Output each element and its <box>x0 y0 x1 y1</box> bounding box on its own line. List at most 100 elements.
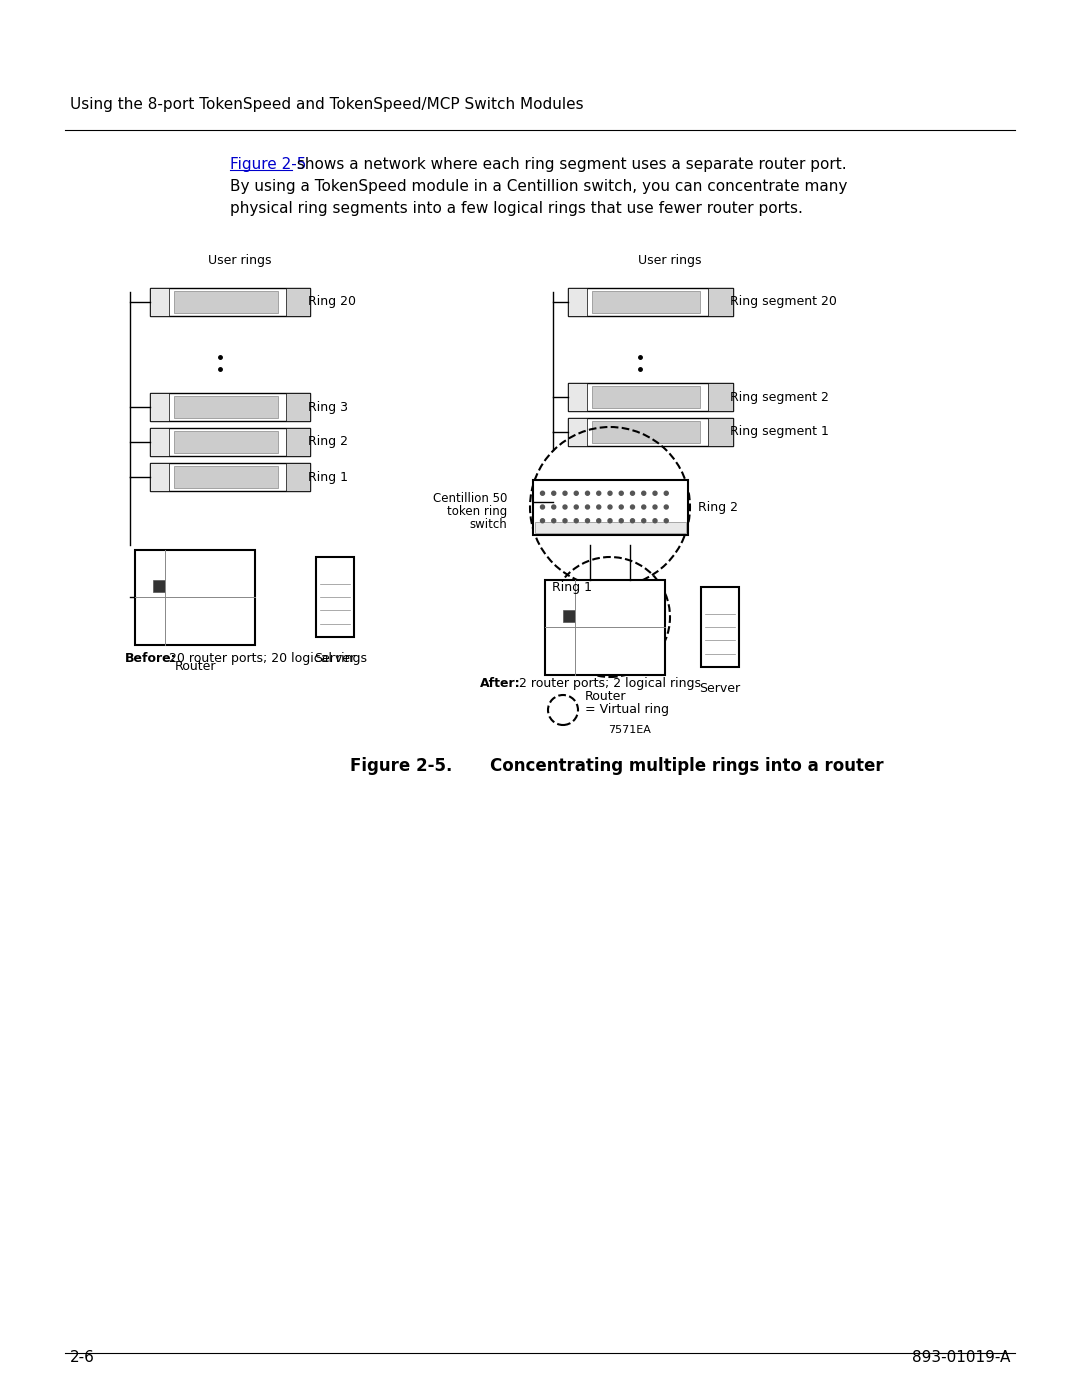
Circle shape <box>619 492 623 496</box>
Circle shape <box>585 504 590 509</box>
FancyBboxPatch shape <box>150 393 310 420</box>
Circle shape <box>664 492 669 496</box>
Circle shape <box>664 518 669 522</box>
Text: 20 router ports; 20 logical rings: 20 router ports; 20 logical rings <box>165 652 367 665</box>
Text: Server: Server <box>700 682 741 694</box>
FancyBboxPatch shape <box>135 549 255 644</box>
Circle shape <box>619 518 623 522</box>
FancyBboxPatch shape <box>153 580 165 592</box>
Circle shape <box>540 518 544 522</box>
FancyBboxPatch shape <box>286 462 310 490</box>
Text: Figure 2-5.: Figure 2-5. <box>350 757 453 775</box>
Text: User rings: User rings <box>638 254 702 267</box>
Text: 2 router ports; 2 logical rings: 2 router ports; 2 logical rings <box>515 678 701 690</box>
Text: Router: Router <box>174 659 216 672</box>
Text: switch: switch <box>470 518 508 531</box>
FancyBboxPatch shape <box>563 610 575 622</box>
Text: Ring 2: Ring 2 <box>698 500 738 514</box>
Text: 2-6: 2-6 <box>70 1350 95 1365</box>
Circle shape <box>653 504 657 509</box>
Circle shape <box>597 492 600 496</box>
Circle shape <box>597 518 600 522</box>
FancyBboxPatch shape <box>174 291 278 313</box>
Text: Server: Server <box>314 652 355 665</box>
Circle shape <box>585 518 590 522</box>
Text: Ring 3: Ring 3 <box>308 401 348 414</box>
Text: 7571EA: 7571EA <box>608 725 651 735</box>
Text: Ring 2: Ring 2 <box>308 436 348 448</box>
Text: = Virtual ring: = Virtual ring <box>585 704 669 717</box>
FancyBboxPatch shape <box>150 393 170 420</box>
Text: Using the 8-port TokenSpeed and TokenSpeed/MCP Switch Modules: Using the 8-port TokenSpeed and TokenSpe… <box>70 96 583 112</box>
FancyBboxPatch shape <box>567 288 588 316</box>
Text: Concentrating multiple rings into a router: Concentrating multiple rings into a rout… <box>490 757 883 775</box>
Circle shape <box>642 492 646 496</box>
FancyBboxPatch shape <box>707 418 732 446</box>
FancyBboxPatch shape <box>286 427 310 455</box>
Circle shape <box>575 504 578 509</box>
Circle shape <box>597 504 600 509</box>
FancyBboxPatch shape <box>545 580 665 675</box>
Text: Ring segment 20: Ring segment 20 <box>730 296 837 309</box>
Circle shape <box>608 492 612 496</box>
Circle shape <box>585 492 590 496</box>
FancyBboxPatch shape <box>174 395 278 418</box>
Text: Router: Router <box>584 690 625 703</box>
FancyBboxPatch shape <box>150 288 170 316</box>
FancyBboxPatch shape <box>535 521 686 532</box>
Text: 893-01019-A: 893-01019-A <box>912 1350 1010 1365</box>
Circle shape <box>653 492 657 496</box>
FancyBboxPatch shape <box>592 386 700 408</box>
Text: After:: After: <box>480 678 521 690</box>
FancyBboxPatch shape <box>592 420 700 443</box>
Text: shows a network where each ring segment uses a separate router port.: shows a network where each ring segment … <box>292 156 847 172</box>
Text: Ring 20: Ring 20 <box>308 296 356 309</box>
Circle shape <box>631 518 635 522</box>
FancyBboxPatch shape <box>532 479 688 535</box>
Circle shape <box>540 504 544 509</box>
Circle shape <box>552 504 556 509</box>
FancyBboxPatch shape <box>707 383 732 411</box>
FancyBboxPatch shape <box>150 427 170 455</box>
Circle shape <box>664 504 669 509</box>
Text: Figure 2-5: Figure 2-5 <box>230 156 307 172</box>
Circle shape <box>575 518 578 522</box>
FancyBboxPatch shape <box>567 418 588 446</box>
FancyBboxPatch shape <box>150 288 310 316</box>
Text: Ring 1: Ring 1 <box>553 581 593 594</box>
Circle shape <box>563 518 567 522</box>
Circle shape <box>653 518 657 522</box>
Circle shape <box>552 492 556 496</box>
FancyBboxPatch shape <box>286 393 310 420</box>
Circle shape <box>631 504 635 509</box>
Text: Ring segment 2: Ring segment 2 <box>730 391 829 404</box>
Circle shape <box>608 518 612 522</box>
FancyBboxPatch shape <box>174 430 278 453</box>
FancyBboxPatch shape <box>567 383 732 411</box>
FancyBboxPatch shape <box>567 383 588 411</box>
Circle shape <box>540 492 544 496</box>
Circle shape <box>619 504 623 509</box>
Circle shape <box>563 492 567 496</box>
Text: token ring: token ring <box>447 506 508 518</box>
FancyBboxPatch shape <box>592 291 700 313</box>
FancyBboxPatch shape <box>707 288 732 316</box>
Circle shape <box>552 518 556 522</box>
Text: Ring segment 1: Ring segment 1 <box>730 426 829 439</box>
FancyBboxPatch shape <box>150 427 310 455</box>
Text: Before:: Before: <box>125 652 177 665</box>
Text: physical ring segments into a few logical rings that use fewer router ports.: physical ring segments into a few logica… <box>230 201 802 217</box>
FancyBboxPatch shape <box>567 418 732 446</box>
Circle shape <box>642 504 646 509</box>
FancyBboxPatch shape <box>567 288 732 316</box>
Circle shape <box>642 518 646 522</box>
Text: By using a TokenSpeed module in a Centillion switch, you can concentrate many: By using a TokenSpeed module in a Centil… <box>230 179 848 194</box>
Text: Ring 1: Ring 1 <box>308 471 348 483</box>
FancyBboxPatch shape <box>286 288 310 316</box>
Circle shape <box>575 492 578 496</box>
FancyBboxPatch shape <box>150 462 310 490</box>
FancyBboxPatch shape <box>174 465 278 488</box>
Text: User rings: User rings <box>208 254 272 267</box>
FancyBboxPatch shape <box>701 587 739 666</box>
Circle shape <box>563 504 567 509</box>
